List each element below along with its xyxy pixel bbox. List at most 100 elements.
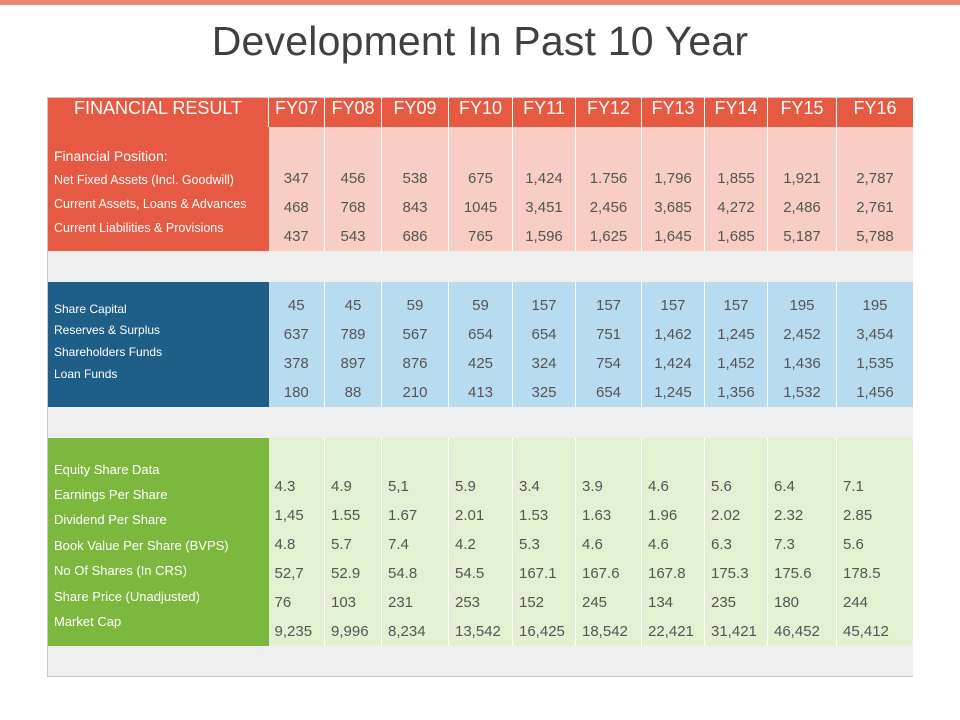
top-accent-bar xyxy=(0,0,960,5)
cell: 52.9 xyxy=(331,564,361,582)
year-column: 538 843 686 xyxy=(381,126,449,251)
cell: 31,421 xyxy=(711,622,757,640)
cell: 7.4 xyxy=(388,535,409,553)
cell: 175.6 xyxy=(774,564,812,582)
cell: 4,272 xyxy=(717,198,755,216)
year-column: 195 3,454 1,535 1,456 xyxy=(836,281,914,407)
cell: 686 xyxy=(402,227,428,245)
year-column: 2,787 2,761 5,788 xyxy=(836,126,914,251)
cell: 456 xyxy=(340,169,366,187)
cell: 5,187 xyxy=(783,227,821,245)
cell: 253 xyxy=(455,593,481,611)
cell: 54.8 xyxy=(388,564,418,582)
spacer-cell xyxy=(47,645,914,677)
cell: 1,596 xyxy=(525,227,563,245)
year-column: 7.1 2.85 5.6 178.5 244 45,412 xyxy=(836,437,914,646)
header-year: FY12 xyxy=(575,97,642,127)
row-label: No Of Shares (In CRS) xyxy=(54,563,187,579)
cell: 751 xyxy=(595,325,622,343)
cell: 235 xyxy=(711,593,737,611)
year-column: 157 1,245 1,452 1,356 xyxy=(704,281,768,407)
cell: 675 xyxy=(467,169,494,187)
cell: 76 xyxy=(274,593,292,611)
row-label: Net Fixed Assets (Incl. Goodwill) xyxy=(54,172,234,187)
cell: 1,535 xyxy=(856,354,894,372)
cell: 2,456 xyxy=(589,198,628,216)
row-label: Loan Funds xyxy=(54,366,118,381)
header-year: FY07 xyxy=(268,97,325,127)
cell: 4.6 xyxy=(648,535,669,553)
cell: 167.6 xyxy=(582,564,620,582)
header-year: FY10 xyxy=(448,97,513,127)
row-label: Earnings Per Share xyxy=(54,486,168,502)
row-label: Share Capital xyxy=(54,301,127,316)
cell: 654 xyxy=(467,325,494,343)
cell: 157 xyxy=(595,296,622,314)
cell: 5.7 xyxy=(331,535,352,553)
cell: 1,424 xyxy=(654,354,692,372)
year-column: 3.9 1.63 4.6 167.6 245 18,542 xyxy=(575,437,642,646)
year-column: 4.9 1.55 5.7 52.9 103 9,996 xyxy=(324,437,382,646)
spacer-row xyxy=(47,250,914,282)
year-column: 3.4 1.53 5.3 167.1 152 16,425 xyxy=(512,437,576,646)
capital-section: Share Capital Reserves & Surplus Shareho… xyxy=(47,281,914,407)
cell: 134 xyxy=(648,593,674,611)
row-label: Share Price (Unadjusted) xyxy=(54,588,200,604)
cell: 1,796 xyxy=(654,169,692,187)
cell: 6.3 xyxy=(711,535,732,553)
cell: 59 xyxy=(406,296,424,314)
cell: 789 xyxy=(340,325,366,343)
cell: 4.2 xyxy=(455,535,476,553)
cell: 1,424 xyxy=(525,169,563,187)
cell: 1,45 xyxy=(274,506,304,524)
cell: 195 xyxy=(862,296,888,314)
header-financial-result: FINANCIAL RESULT xyxy=(47,97,269,127)
cell: 347 xyxy=(283,169,309,187)
cell: 16,425 xyxy=(519,622,565,640)
equity-section: Equity Share Data Earnings Per Share Div… xyxy=(47,437,914,646)
cell: 3.4 xyxy=(519,477,540,495)
page-title: Development In Past 10 Year xyxy=(211,18,749,64)
cell: 1,436 xyxy=(783,354,821,372)
row-label: Shareholders Funds xyxy=(54,344,163,359)
cell: 7.3 xyxy=(774,535,795,553)
cell: 2,486 xyxy=(783,198,821,216)
cell: 103 xyxy=(331,593,357,611)
cell: 5.3 xyxy=(519,535,540,553)
year-column: 157 1,462 1,424 1,245 xyxy=(641,281,705,407)
year-column: 157 654 324 325 xyxy=(512,281,576,407)
row-label: Book Value Per Share (BVPS) xyxy=(54,537,229,553)
cell: 1.55 xyxy=(331,506,361,524)
header-year: FY09 xyxy=(381,97,449,127)
cell: 2,787 xyxy=(856,169,894,187)
cell: 2.85 xyxy=(843,506,873,524)
year-column: 45 637 378 180 xyxy=(268,281,325,407)
year-column: 1,424 3,451 1,596 xyxy=(512,126,576,251)
year-column: 157 751 754 654 xyxy=(575,281,642,407)
year-column: 456 768 543 xyxy=(324,126,382,251)
cell: 1.67 xyxy=(388,506,418,524)
capital-labels: Share Capital Reserves & Surplus Shareho… xyxy=(47,281,269,407)
cell: 180 xyxy=(774,593,800,611)
cell: 425 xyxy=(467,354,494,372)
cell: 1,245 xyxy=(654,383,692,401)
row-label: Reserves & Surplus xyxy=(54,323,161,338)
cell: 7.1 xyxy=(843,477,864,495)
year-column: 4.6 1.96 4.6 167.8 134 22,421 xyxy=(641,437,705,646)
cell: 1045 xyxy=(463,198,498,216)
cell: 876 xyxy=(402,354,428,372)
row-label: Current Assets, Loans & Advances xyxy=(54,196,247,211)
cell: 4.9 xyxy=(331,477,352,495)
cell: 1,625 xyxy=(589,227,628,245)
header-year: FY13 xyxy=(641,97,705,127)
cell: 4.6 xyxy=(582,535,603,553)
spacer-cell xyxy=(47,406,914,438)
cell: 1.96 xyxy=(648,506,678,524)
cell: 324 xyxy=(531,354,557,372)
cell: 2,452 xyxy=(783,325,821,343)
header-year: FY11 xyxy=(512,97,576,127)
cell: 54.5 xyxy=(455,564,485,582)
cell: 157 xyxy=(531,296,557,314)
year-column: 1,855 4,272 1,685 xyxy=(704,126,768,251)
cell: 1,532 xyxy=(783,383,821,401)
